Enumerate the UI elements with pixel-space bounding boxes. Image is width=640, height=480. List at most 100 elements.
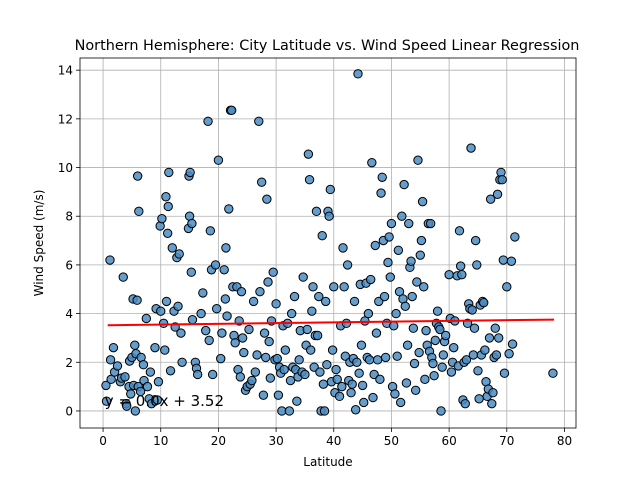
y-tick-label: 2 [65, 356, 73, 370]
data-point [353, 358, 361, 366]
data-point [309, 283, 317, 291]
data-point [227, 106, 235, 114]
data-point [330, 283, 338, 291]
data-point [475, 395, 483, 403]
data-point [408, 292, 416, 300]
data-point [143, 382, 151, 390]
x-tick-label: 50 [384, 434, 399, 448]
chart-title: Northern Hemisphere: City Latitude vs. W… [75, 38, 580, 54]
y-axis-label: Wind Speed (m/s) [32, 190, 46, 297]
data-point [273, 354, 281, 362]
data-point [202, 326, 210, 334]
data-point [281, 346, 289, 354]
data-point [511, 233, 519, 241]
data-point [458, 270, 466, 278]
data-point [474, 367, 482, 375]
data-point [256, 287, 264, 295]
data-point [221, 295, 229, 303]
data-point [320, 407, 328, 415]
data-point [164, 202, 172, 210]
data-point [313, 331, 321, 339]
data-point [131, 341, 139, 349]
data-point [133, 172, 141, 180]
data-point [290, 292, 298, 300]
data-point [161, 346, 169, 354]
data-point [380, 292, 388, 300]
data-point [274, 391, 282, 399]
data-point [495, 334, 503, 342]
data-point [174, 302, 182, 310]
data-point [467, 144, 475, 152]
data-point [500, 369, 508, 377]
data-point [549, 369, 557, 377]
data-point [157, 307, 165, 315]
data-point [418, 197, 426, 205]
data-point [119, 273, 127, 281]
data-point [199, 289, 207, 297]
data-point [299, 273, 307, 281]
data-point [338, 382, 346, 390]
data-point [178, 358, 186, 366]
data-point [343, 261, 351, 269]
data-point [347, 389, 355, 397]
data-point [485, 334, 493, 342]
data-point [505, 350, 513, 358]
data-point [335, 392, 343, 400]
data-point [420, 283, 428, 291]
data-point [303, 325, 311, 333]
data-point [175, 250, 183, 258]
data-point [332, 365, 340, 373]
data-point [350, 297, 358, 305]
data-point [384, 258, 392, 266]
data-point [403, 341, 411, 349]
data-point [396, 398, 404, 406]
data-point [417, 236, 425, 244]
data-point [146, 368, 154, 376]
data-point [205, 336, 213, 344]
data-point [378, 173, 386, 181]
data-point [507, 257, 515, 265]
data-point [304, 150, 312, 158]
data-point [151, 343, 159, 351]
data-point [293, 397, 301, 405]
data-point [193, 370, 201, 378]
data-point [197, 309, 205, 317]
data-point [369, 393, 377, 401]
data-point [260, 329, 268, 337]
data-point [354, 70, 362, 78]
y-tick-label: 6 [65, 258, 73, 272]
data-point [364, 309, 372, 317]
data-point [368, 158, 376, 166]
x-tick-label: 80 [557, 434, 572, 448]
data-point [358, 381, 366, 389]
data-point [188, 219, 196, 227]
data-point [489, 389, 497, 397]
data-point [410, 359, 418, 367]
data-point [351, 406, 359, 414]
data-point [468, 306, 476, 314]
data-point [416, 251, 424, 259]
data-point [223, 312, 231, 320]
data-point [401, 302, 409, 310]
data-point [255, 117, 263, 125]
data-point [431, 336, 439, 344]
x-tick-label: 10 [153, 434, 168, 448]
data-point [218, 329, 226, 337]
data-point [316, 368, 324, 376]
data-point [398, 212, 406, 220]
data-point [225, 205, 233, 213]
y-tick-label: 10 [58, 161, 73, 175]
data-point [106, 256, 114, 264]
data-point [158, 214, 166, 222]
data-point [231, 339, 239, 347]
data-point [340, 283, 348, 291]
data-point [372, 329, 380, 337]
x-tick-label: 0 [99, 434, 107, 448]
data-point [422, 326, 430, 334]
x-tick-label: 40 [326, 434, 341, 448]
data-point [109, 343, 117, 351]
data-point [162, 193, 170, 201]
data-point [166, 367, 174, 375]
data-point [470, 324, 478, 332]
